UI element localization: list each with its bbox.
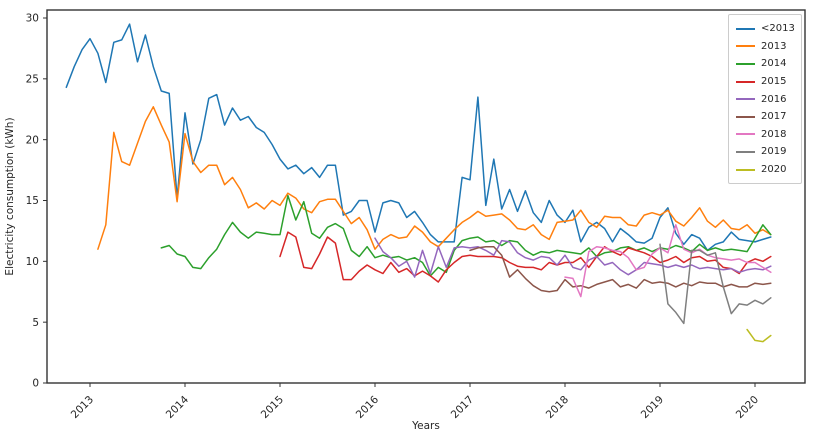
legend-item: 2020 (736, 161, 794, 179)
legend-line-swatch (736, 115, 755, 118)
y-tick-label: 25 (26, 73, 39, 85)
x-tick-label: 2015 (259, 394, 286, 421)
legend-line-swatch (736, 80, 755, 83)
legend-label: 2016 (761, 93, 787, 105)
x-tick-label: 2018 (544, 394, 571, 421)
x-axis-title: Years (411, 420, 440, 432)
x-tick-label: 2020 (734, 394, 761, 421)
legend-item: 2016 (736, 90, 794, 108)
legend-label: 2014 (761, 58, 787, 70)
legend-line-swatch (736, 27, 755, 30)
legend-item: 2014 (736, 55, 794, 73)
legend: <2013 2013 2014 2015 2016 2017 2018 2019 2020 (728, 14, 802, 185)
series-line-2018 (564, 224, 772, 298)
y-axis-title: Electricity consumption (kWh) (4, 117, 16, 275)
legend-label: 2017 (761, 111, 787, 123)
legend-line-swatch (736, 150, 755, 153)
legend-item: <2013 (736, 20, 795, 38)
legend-label: 2020 (761, 164, 787, 176)
series-line-2019 (659, 243, 772, 325)
y-tick-label: 5 (32, 317, 39, 329)
series-line-lt2013 (65, 23, 772, 252)
y-tick-label: 20 (26, 134, 39, 146)
legend-item: 2018 (736, 126, 794, 144)
legend-line-swatch (736, 133, 755, 136)
legend-item: 2017 (736, 108, 794, 126)
legend-line-swatch (736, 98, 755, 101)
axis-ticks: 0 5 10 15 20 25 30 2013 2014 2015 2016 2017 2018 2019… (26, 13, 761, 421)
series-line-2015 (279, 231, 772, 283)
plot-frame (46, 9, 806, 384)
x-tick-label: 2014 (164, 393, 192, 421)
legend-line-swatch (736, 45, 755, 48)
series-line-2013 (97, 106, 772, 250)
y-tick-label: 0 (32, 378, 39, 390)
legend-line-swatch (736, 168, 755, 171)
plot-border (46, 9, 806, 384)
legend-label: 2013 (761, 40, 787, 52)
y-tick-label: 10 (26, 256, 39, 268)
x-tick-label: 2016 (354, 393, 382, 421)
legend-label: 2015 (761, 76, 787, 88)
legend-label: 2018 (761, 128, 787, 140)
x-tick-label: 2019 (639, 394, 666, 421)
legend-label: <2013 (761, 23, 795, 35)
x-tick-label: 2013 (69, 394, 96, 421)
legend-item: 2015 (736, 73, 794, 91)
series-line-2016 (374, 237, 772, 278)
y-tick-label: 15 (26, 195, 39, 207)
legend-item: 2013 (736, 38, 794, 56)
series-line-2020 (746, 328, 772, 343)
series-lines (65, 23, 772, 343)
legend-item: 2019 (736, 143, 794, 161)
legend-label: 2019 (761, 146, 787, 158)
legend-line-swatch (736, 62, 755, 65)
y-tick-label: 30 (26, 13, 39, 25)
series-line-2017 (469, 245, 772, 293)
x-tick-label: 2017 (449, 394, 476, 421)
